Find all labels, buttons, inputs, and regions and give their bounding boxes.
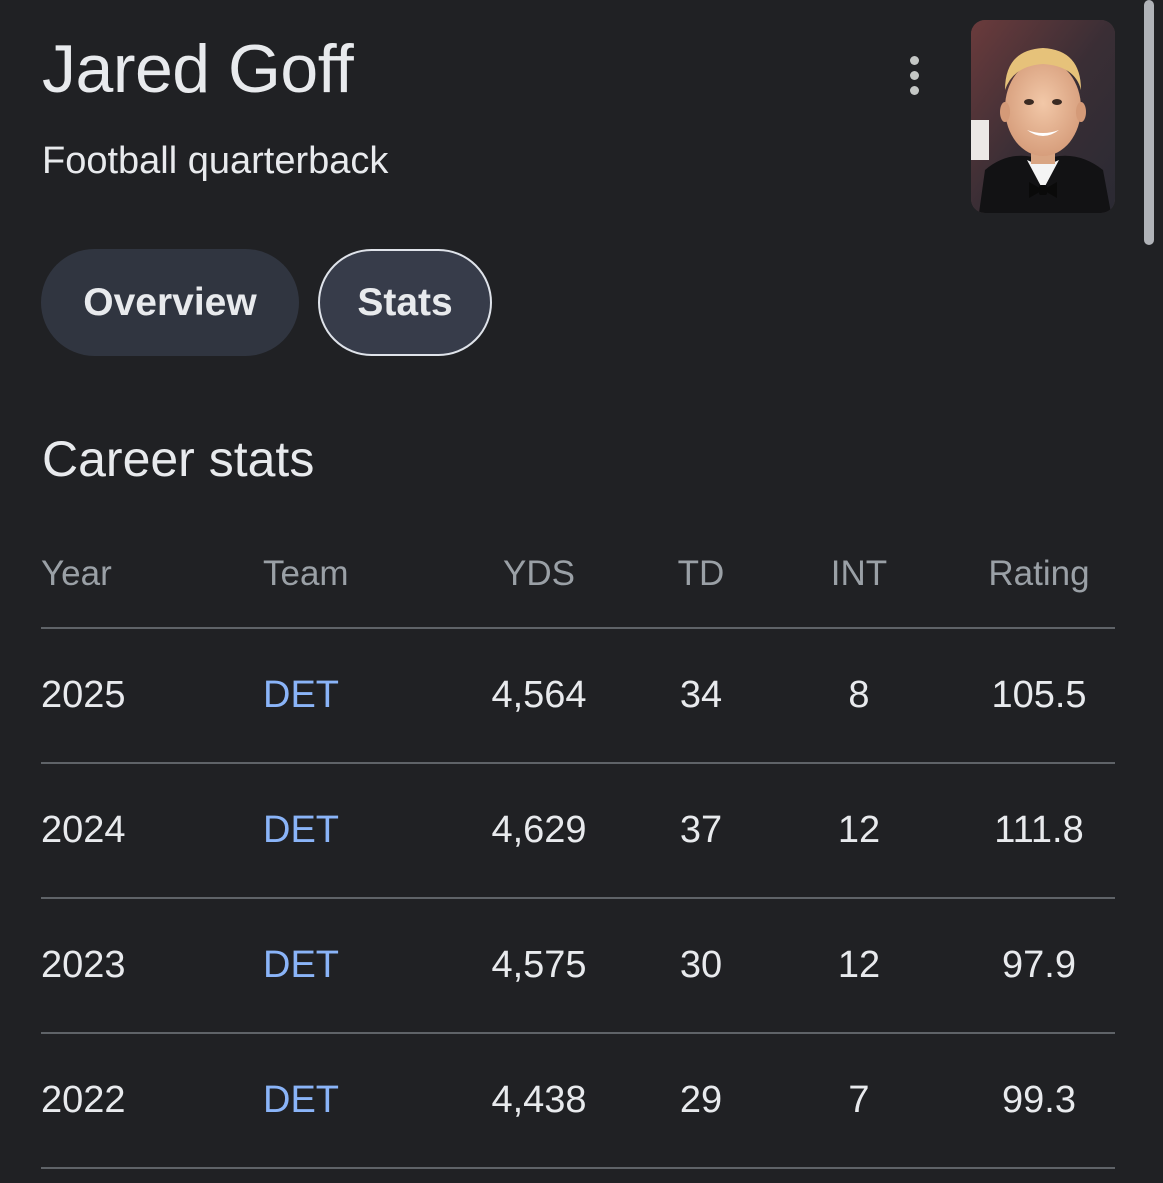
column-header-int: INT <box>830 554 888 593</box>
tab-overview[interactable]: Overview <box>41 249 299 356</box>
column-header-rating: Rating <box>988 554 1090 593</box>
cell-rating: 111.8 <box>994 809 1084 851</box>
table-header-row: Year Team YDS TD INT Rating <box>41 530 1115 629</box>
page-title: Jared Goff <box>42 31 354 107</box>
table-row: 2024 DET 4,629 37 12 111.8 <box>41 764 1115 899</box>
tab-bar: Overview Stats <box>41 249 492 356</box>
column-header-yds: YDS <box>503 554 575 593</box>
cell-yds: 4,564 <box>491 674 587 716</box>
team-link[interactable]: DET <box>263 1079 339 1121</box>
profile-photo[interactable] <box>971 20 1115 213</box>
column-header-td: TD <box>677 554 725 593</box>
cell-yds: 4,438 <box>491 1079 587 1121</box>
cell-td: 29 <box>679 1079 723 1121</box>
cell-td: 30 <box>679 944 723 986</box>
table-row: 2022 DET 4,438 29 7 99.3 <box>41 1034 1115 1169</box>
column-header-year: Year <box>41 554 112 593</box>
cell-year: 2023 <box>41 944 126 986</box>
column-header-team: Team <box>263 554 349 593</box>
more-vertical-icon <box>909 55 919 65</box>
more-options-button[interactable] <box>889 48 939 102</box>
more-vertical-icon-dot <box>909 85 919 95</box>
section-heading: Career stats <box>42 431 315 487</box>
cell-yds: 4,575 <box>491 944 587 986</box>
cell-year: 2024 <box>41 809 126 851</box>
cell-rating: 97.9 <box>1002 944 1076 986</box>
profile-photo-image <box>971 20 1115 213</box>
tab-stats[interactable]: Stats <box>318 249 492 356</box>
cell-int: 7 <box>848 1079 870 1121</box>
cell-rating: 99.3 <box>1002 1079 1076 1121</box>
cell-year: 2022 <box>41 1079 126 1121</box>
page-subtitle: Football quarterback <box>42 140 389 182</box>
cell-int: 8 <box>848 674 870 716</box>
cell-rating: 105.5 <box>991 674 1087 716</box>
cell-int: 12 <box>837 809 881 851</box>
team-link[interactable]: DET <box>263 809 339 851</box>
more-vertical-icon-dot <box>909 70 919 80</box>
career-stats-table: Year Team YDS TD INT Rating 2025 DET 4,5… <box>41 530 1115 1169</box>
team-link[interactable]: DET <box>263 674 339 716</box>
team-link[interactable]: DET <box>263 944 339 986</box>
table-row: 2025 DET 4,564 34 8 105.5 <box>41 629 1115 764</box>
cell-yds: 4,629 <box>491 809 587 851</box>
cell-year: 2025 <box>41 674 126 716</box>
cell-td: 37 <box>679 809 723 851</box>
table-row: 2023 DET 4,575 30 12 97.9 <box>41 899 1115 1034</box>
scrollbar-thumb[interactable] <box>1144 0 1154 245</box>
cell-int: 12 <box>837 944 881 986</box>
cell-td: 34 <box>679 674 723 716</box>
